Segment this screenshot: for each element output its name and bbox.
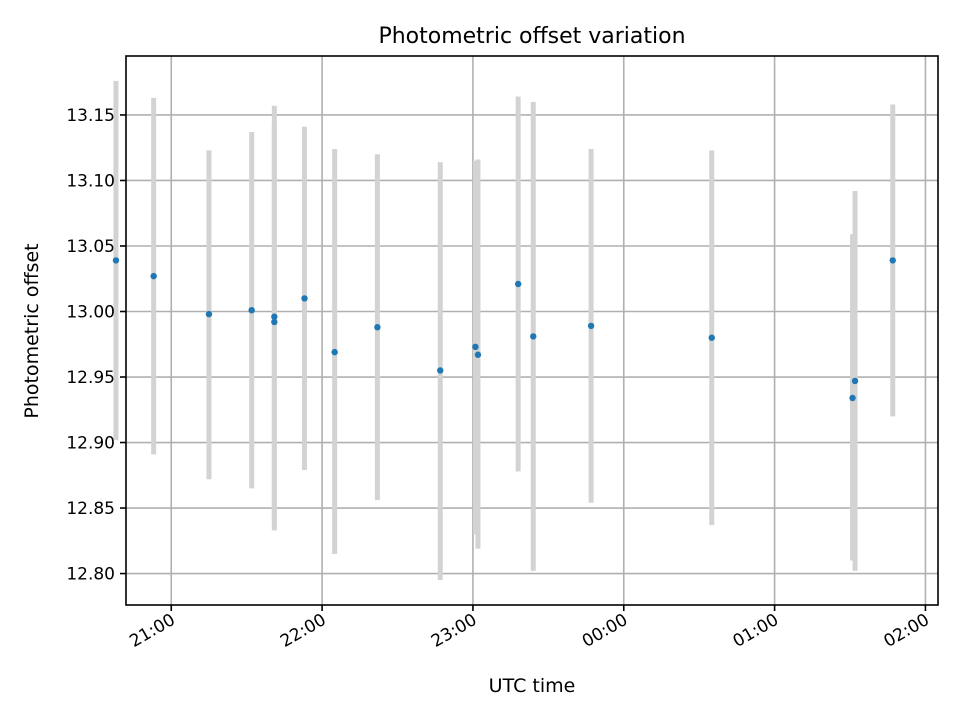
y-axis-ticks: 12.80 12.85 12.90 12.95 13.00 13.05 13.10 13.15	[66, 106, 126, 585]
y-tick-label: 13.00	[66, 303, 115, 323]
x-axis-label: UTC time	[489, 675, 576, 697]
data-point	[205, 310, 213, 318]
data-point	[587, 322, 595, 330]
data-point	[514, 280, 522, 288]
y-tick-label: 12.80	[66, 565, 115, 585]
data-point	[248, 306, 255, 314]
data-point	[301, 295, 308, 302]
data-point	[331, 348, 338, 356]
data-point	[474, 351, 482, 358]
y-tick-label: 12.90	[66, 434, 115, 454]
data-point	[851, 377, 859, 385]
y-axis-label: Photometric offset	[21, 243, 43, 418]
data-point	[112, 257, 120, 264]
y-tick-label: 13.10	[66, 171, 115, 191]
data-points	[112, 257, 896, 402]
data-point	[708, 334, 715, 341]
data-point	[374, 324, 381, 331]
data-point	[271, 318, 278, 326]
plot-frame	[125, 55, 939, 606]
data-point	[271, 313, 278, 320]
y-tick-label: 13.05	[66, 237, 115, 257]
data-point	[530, 333, 537, 340]
data-point	[472, 343, 479, 351]
y-tick-label: 12.85	[66, 499, 115, 519]
chart-title: Photometric offset variation	[378, 24, 685, 49]
y-tick-label: 12.95	[66, 368, 115, 388]
data-point	[437, 367, 444, 374]
data-point	[849, 394, 856, 402]
y-tick-label: 13.15	[66, 106, 115, 126]
data-point	[889, 257, 896, 264]
data-point	[150, 272, 157, 280]
